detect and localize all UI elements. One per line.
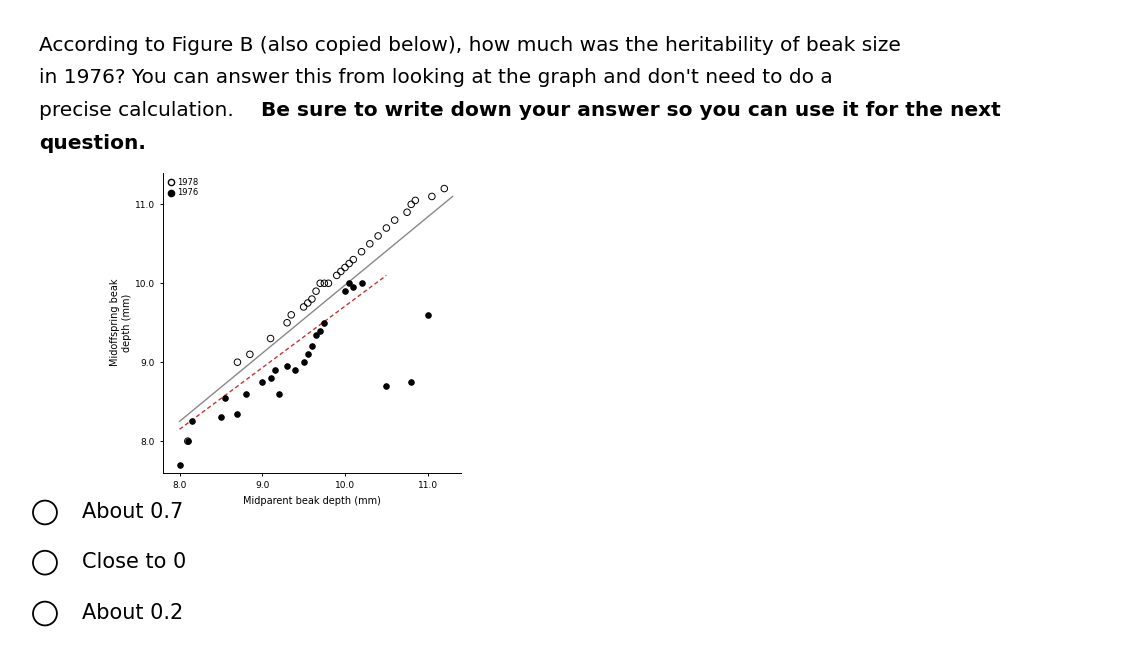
Point [216, 393, 234, 403]
Point [378, 223, 396, 233]
Point [265, 365, 283, 376]
Point [307, 329, 325, 340]
Point [344, 254, 362, 265]
Point [228, 408, 246, 419]
Point [262, 373, 280, 383]
Point [336, 286, 354, 297]
Point [287, 365, 305, 376]
Point [282, 310, 300, 320]
Point [179, 436, 197, 447]
Point [294, 357, 312, 368]
Point [353, 246, 371, 257]
Point [237, 389, 255, 399]
Point [241, 349, 259, 359]
Point [353, 278, 371, 288]
Point [262, 333, 280, 344]
Point [419, 310, 437, 320]
Text: in 1976? You can answer this from looking at the graph and don't need to do a: in 1976? You can answer this from lookin… [39, 68, 833, 87]
Point [361, 239, 379, 249]
Point [171, 460, 189, 470]
Point [299, 298, 317, 308]
Point [423, 191, 441, 201]
Point [278, 361, 296, 372]
Point [336, 262, 354, 273]
Y-axis label: Midoffspring beak
depth (mm): Midoffspring beak depth (mm) [110, 279, 132, 366]
Point [302, 294, 321, 304]
Point [183, 416, 201, 426]
Point [316, 278, 334, 288]
Legend: 1978, 1976: 1978, 1976 [167, 177, 199, 198]
Point [294, 302, 312, 312]
X-axis label: Midparent beak depth (mm): Midparent beak depth (mm) [243, 496, 381, 505]
Text: About 0.2: About 0.2 [82, 603, 183, 623]
Point [228, 357, 246, 368]
Point [332, 266, 350, 276]
Point [328, 270, 346, 280]
Point [344, 282, 362, 293]
Point [307, 286, 325, 297]
Text: According to Figure B (also copied below), how much was the heritability of beak: According to Figure B (also copied below… [39, 36, 901, 55]
Point [302, 341, 321, 351]
Text: precise calculation.: precise calculation. [39, 101, 241, 120]
Point [398, 207, 416, 218]
Point [311, 325, 329, 336]
Point [378, 381, 396, 391]
Text: question.: question. [39, 134, 146, 153]
Point [179, 436, 197, 447]
Point [407, 195, 425, 205]
Point [341, 258, 359, 269]
Point [402, 199, 420, 209]
Point [278, 318, 296, 328]
Point [316, 318, 334, 328]
Point [435, 183, 453, 194]
Point [311, 278, 329, 288]
Text: About 0.7: About 0.7 [82, 502, 183, 522]
Text: Close to 0: Close to 0 [82, 552, 187, 572]
Point [341, 278, 359, 288]
Point [369, 231, 387, 241]
Point [299, 349, 317, 359]
Point [386, 215, 404, 226]
Point [319, 278, 337, 288]
Point [270, 389, 288, 399]
Point [212, 412, 230, 422]
Text: Be sure to write down your answer so you can use it for the next: Be sure to write down your answer so you… [261, 101, 1000, 120]
Point [402, 377, 420, 387]
Point [253, 377, 271, 387]
